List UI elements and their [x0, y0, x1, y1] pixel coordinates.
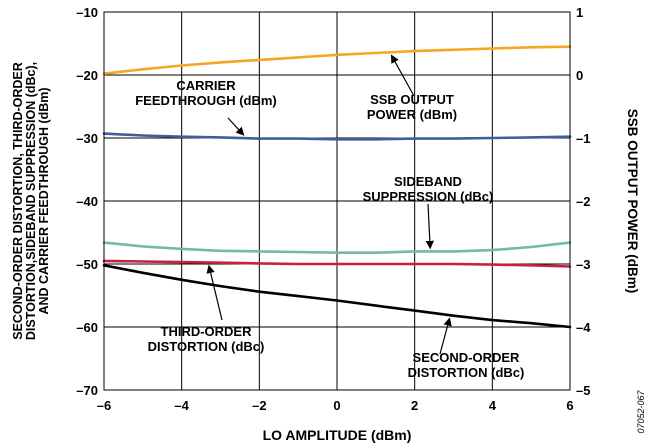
- y-right-tick-label: –2: [576, 194, 590, 209]
- annotation-line: DISTORTION (dBc): [148, 339, 265, 354]
- annotations: CARRIER FEEDTHROUGH (dBm) SSB OUTPUT POWER …: [135, 54, 525, 380]
- series-line-second-order-distortion: [102, 263, 572, 329]
- annotation-line: SECOND-ORDER: [413, 350, 521, 365]
- y-axis-left-label-line-1: SECOND-ORDER DISTORTION, THIRD-ORDER: [11, 62, 25, 340]
- y-left-tick-label: –10: [76, 5, 98, 20]
- annotation-label-second-order-distortion: SECOND-ORDER DISTORTION (dBc): [408, 350, 525, 380]
- x-tick-label: –2: [252, 398, 266, 413]
- annotation-label-third-order-distortion: THIRD-ORDER DISTORTION (dBc): [148, 324, 265, 354]
- annotation-label-carrier-feedthrough: CARRIER FEEDTHROUGH (dBm): [135, 78, 277, 108]
- y-right-tick-label: –3: [576, 257, 590, 272]
- annotation-arrow-second-order-distortion: [439, 317, 452, 355]
- y-left-tick-label: –40: [76, 194, 98, 209]
- annotation-line: SSB OUTPUT: [370, 92, 454, 107]
- x-tick-label: –4: [174, 398, 189, 413]
- annotation-line: CARRIER: [176, 78, 236, 93]
- x-tick-label: 2: [411, 398, 418, 413]
- annotation-arrow-carrier-feedthrough: [227, 117, 245, 136]
- annotation-arrow-third-order-distortion: [206, 264, 223, 321]
- annotation-line: DISTORTION (dBc): [408, 365, 525, 380]
- y-axis-left-label-line-3: AND CARRIER FEEDTHROUGH (dBm): [37, 87, 51, 314]
- annotation-label-sideband-suppression: SIDEBAND SUPPRESSION (dBc): [363, 174, 494, 204]
- y-axis-right-label: SSB OUTPUT POWER (dBm): [625, 109, 640, 294]
- y-right-tick-label: 1: [576, 5, 583, 20]
- y-axis-left-label-line-2: DISTORTION,SIDEBAND SUPPRESSION (dBc),: [24, 62, 38, 340]
- x-tick-label: 6: [566, 398, 573, 413]
- series-line-ssb-output-power: [102, 45, 572, 75]
- x-tick-label: –6: [97, 398, 111, 413]
- y-right-tick-label: –5: [576, 383, 590, 398]
- annotation-arrow-sideband-suppression: [425, 203, 435, 250]
- annotation-line: FEEDTHROUGH (dBm): [135, 93, 277, 108]
- series-line-third-order-distortion: [102, 259, 572, 268]
- x-tick-label: 0: [333, 398, 340, 413]
- y-left-tick-label: –50: [76, 257, 98, 272]
- series-line-sideband-suppression: [102, 241, 572, 254]
- figure-id: 07052-067: [636, 389, 646, 433]
- annotation-label-ssb-output-power: SSB OUTPUT POWER (dBm): [367, 92, 457, 122]
- y-left-tick-label: –30: [76, 131, 98, 146]
- series-group: [102, 45, 572, 329]
- annotation-line: THIRD-ORDER: [161, 324, 253, 339]
- tick-labels: –6 –4 –2 0 2 4 6–10–20–30–40–50–60–7010–1–2–3–…: [76, 5, 591, 413]
- series-line-carrier-feedthrough: [102, 132, 572, 141]
- annotation-arrow-ssb-output-power: [390, 54, 415, 97]
- y-right-tick-label: –1: [576, 131, 590, 146]
- plot-frame: [103, 11, 571, 391]
- annotation-line: SIDEBAND: [394, 174, 462, 189]
- annotation-line: POWER (dBm): [367, 107, 457, 122]
- y-left-tick-label: –60: [76, 320, 98, 335]
- x-tick-label: 4: [489, 398, 497, 413]
- y-axis-left-label: SECOND-ORDER DISTORTION, THIRD-ORDER DIS…: [11, 62, 51, 340]
- y-left-tick-label: –20: [76, 68, 98, 83]
- y-right-tick-label: 0: [576, 68, 583, 83]
- x-axis-label: LO AMPLITUDE (dBm): [263, 427, 412, 443]
- annotation-line: SUPPRESSION (dBc): [363, 189, 494, 204]
- y-right-tick-label: –4: [576, 320, 591, 335]
- y-left-tick-label: –70: [76, 383, 98, 398]
